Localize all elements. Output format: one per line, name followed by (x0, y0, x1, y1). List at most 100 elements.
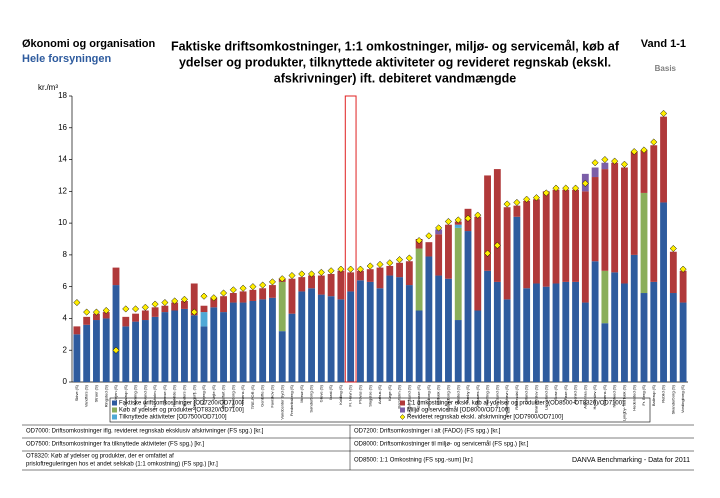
marker (347, 265, 355, 273)
bar-segment (464, 231, 472, 382)
bar-segment (503, 207, 511, 300)
x-tick-label: Lyngby-Taarbæk (S) (622, 384, 627, 421)
marker (523, 195, 531, 203)
x-tick-label: Allerød (S) (573, 384, 578, 404)
legend-label: 1:1 omkostninger ekskl. køb af ydelser o… (407, 401, 624, 407)
y-tick-label: 0 (63, 377, 68, 386)
bar-segment (591, 177, 599, 262)
bar-segment (229, 302, 237, 382)
bar-segment (132, 313, 139, 322)
marker (562, 184, 570, 192)
bar-segment (366, 269, 374, 282)
bar-segment (171, 302, 179, 311)
bar-segment (435, 229, 443, 235)
marker (161, 299, 169, 307)
bar-segment (93, 313, 100, 321)
bar-segment (679, 302, 687, 382)
marker (200, 292, 208, 300)
x-tick-label: Hedensted (S) (631, 384, 636, 410)
marker (327, 267, 335, 275)
x-tick-label: Fr. Berg (S) (641, 384, 646, 405)
bar-segment (601, 270, 609, 324)
x-tick-label: Provas (S) (358, 384, 363, 404)
x-tick-label: Lolland (S) (524, 384, 529, 404)
bar-segment (200, 326, 208, 382)
bar-segment (220, 296, 227, 313)
marker (386, 259, 394, 267)
bar-segment (357, 280, 364, 382)
bar-segment (122, 316, 130, 327)
x-tick-label: Fr. Sund (S) (494, 384, 499, 406)
x-tick-label: Greve (S) (318, 384, 323, 402)
x-tick-label: Sønderborg (S) (309, 384, 314, 412)
x-tick-label: Roskilde (S) (172, 384, 177, 406)
x-tick-label: Holbæk (S) (436, 384, 441, 405)
bar-segment (523, 200, 531, 289)
bar-segment (474, 310, 482, 382)
bar-segment (210, 297, 218, 308)
y-axis-label: kr./m³ (38, 83, 58, 92)
bar-segment (376, 288, 384, 382)
bar-segment (357, 270, 364, 281)
bar-segment (327, 296, 335, 382)
legend-swatch (112, 400, 117, 406)
y-tick-label: 16 (58, 123, 67, 132)
x-tick-label: Gladsaxe (S) (416, 384, 421, 408)
x-tick-label: Ringsted (S) (103, 384, 108, 407)
marker (581, 179, 589, 187)
bar-segment (640, 150, 648, 193)
marker (151, 300, 159, 308)
bar-segment (484, 175, 491, 271)
note: OD7500: Driftsomkostninger fra tilknytte… (26, 442, 204, 448)
bar-segment (347, 291, 355, 382)
bar-segment (73, 326, 81, 335)
marker (92, 308, 100, 316)
x-tick-label: Brønderslev (S) (534, 384, 539, 413)
x-tick-label: Ikast (S) (328, 384, 333, 400)
x-tick-label: Kolding (S) (338, 384, 343, 404)
marker (640, 146, 648, 154)
marker (356, 265, 364, 273)
marker (601, 156, 609, 164)
bar-segment (601, 323, 609, 382)
bar-segment (151, 316, 159, 382)
marker (259, 281, 267, 289)
bar-segment (445, 278, 452, 382)
bar-segment (239, 302, 247, 382)
x-tick-label: Thisted (S) (455, 384, 460, 404)
bar-segment (386, 275, 394, 382)
x-tick-label: Esbjerg (S) (201, 384, 206, 405)
marker (366, 262, 374, 270)
bar-segment (679, 270, 687, 303)
marker (679, 265, 687, 273)
bar-segment (484, 270, 491, 382)
marker (435, 224, 443, 232)
bar-segment (572, 189, 579, 282)
marker (288, 271, 296, 280)
bar-segment (190, 315, 198, 382)
bar-segment (308, 288, 315, 382)
marker (660, 109, 668, 118)
bar-segment (435, 234, 443, 276)
bar-segment (640, 192, 648, 294)
marker (376, 260, 384, 268)
marker (630, 148, 638, 156)
y-tick-label: 18 (58, 91, 67, 100)
bar-segment (669, 251, 677, 294)
y-tick-label: 8 (63, 250, 68, 259)
bar-segment (229, 293, 237, 303)
marker (317, 268, 325, 276)
bar-segment (337, 299, 345, 382)
bar-segment (425, 242, 433, 257)
bar-segment (141, 310, 149, 321)
y-tick-label: 2 (63, 345, 68, 354)
x-tick-label: Kalundborg (S) (446, 384, 451, 412)
x-tick-label: Tårnby (S) (465, 384, 470, 404)
bar-segment (405, 261, 413, 286)
bar-segment (239, 291, 247, 303)
legend-swatch (399, 414, 406, 420)
bar-segment (454, 320, 462, 382)
x-tick-label: Morsø (S) (299, 384, 304, 402)
y-tick-label: 12 (58, 186, 67, 195)
bar-segment (376, 267, 384, 289)
